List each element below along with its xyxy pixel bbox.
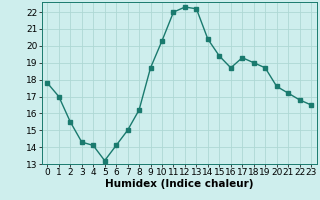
X-axis label: Humidex (Indice chaleur): Humidex (Indice chaleur) (105, 179, 253, 189)
